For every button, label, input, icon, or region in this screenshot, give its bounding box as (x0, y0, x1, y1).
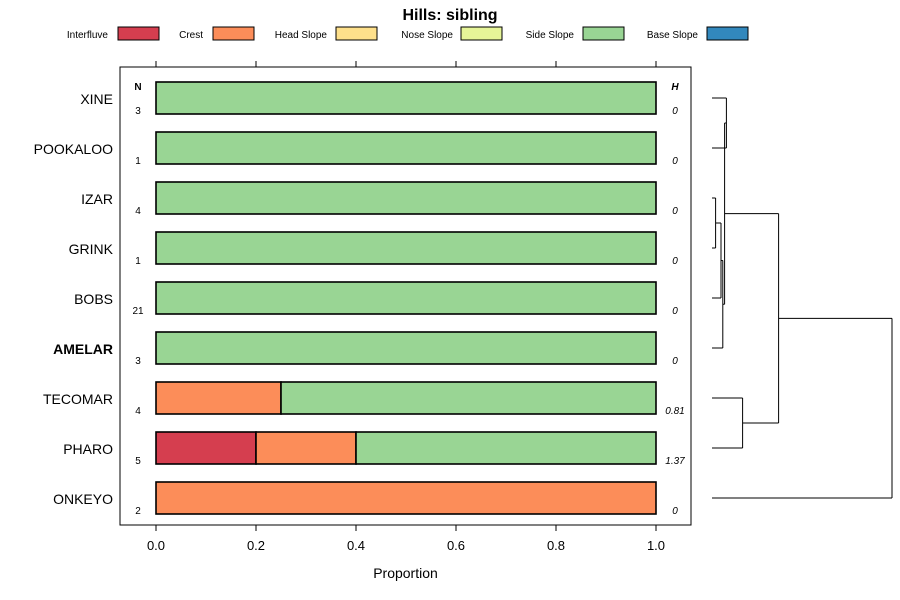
n-column-header: N (134, 82, 141, 93)
x-tick-label-2: 0.4 (347, 538, 365, 553)
row-h-pookaloo: 0 (672, 156, 678, 167)
bar-segment-izar-side-slope (155, 181, 657, 215)
row-label-bobs: BOBS (74, 291, 113, 307)
bar-segment-bobs-side-slope (155, 281, 657, 315)
bar-segment-onkeyo-crest (155, 481, 657, 515)
bar-segment-pharo-side-slope (355, 431, 657, 465)
row-n-pookaloo: 1 (135, 156, 141, 167)
x-tick-label-0: 0.0 (147, 538, 165, 553)
bar-segment-amelar-side-slope (155, 331, 657, 365)
x-tick-label-5: 1.0 (647, 538, 665, 553)
x-tick-label-1: 0.2 (247, 538, 265, 553)
row-h-tecomar: 0.81 (665, 406, 684, 417)
x-axis-title: Proportion (373, 565, 438, 581)
row-label-amelar: AMELAR (53, 341, 113, 357)
row-n-izar: 4 (135, 206, 141, 217)
row-n-onkeyo: 2 (135, 506, 141, 517)
bar-segment-tecomar-side-slope (280, 381, 657, 415)
legend-label-crest: Crest (179, 30, 203, 41)
chart-title: Hills: sibling (402, 7, 497, 24)
row-label-grink: GRINK (69, 241, 114, 257)
bars: XINE 3 0 POOKALOO 1 0 IZAR 4 0 GRINK 1 0 BOBS 21 0 AMEL… (34, 81, 685, 517)
dendrogram (712, 97, 893, 499)
plot-frame (119, 66, 692, 526)
bar-segment-pharo-crest (255, 431, 357, 465)
legend-label-side-slope: Side Slope (526, 30, 575, 41)
row-n-xine: 3 (135, 106, 141, 117)
top-axis (155, 61, 657, 67)
legend-swatch-side-slope (582, 26, 625, 41)
bar-segment-grink-side-slope (155, 231, 657, 265)
legend: Interfluve Crest Head Slope Nose Slope Side … (67, 26, 749, 41)
row-n-amelar: 3 (135, 356, 141, 367)
legend-swatch-nose-slope (460, 26, 503, 41)
legend-swatch-crest (212, 26, 255, 41)
row-h-onkeyo: 0 (672, 506, 678, 517)
row-n-grink: 1 (135, 256, 141, 267)
bar-segment-xine-side-slope (155, 81, 657, 115)
bar-segment-tecomar-crest (155, 381, 282, 415)
legend-swatch-base-slope (706, 26, 749, 41)
row-label-izar: IZAR (81, 191, 113, 207)
row-h-bobs: 0 (672, 306, 678, 317)
row-label-xine: XINE (80, 91, 113, 107)
row-h-amelar: 0 (672, 356, 678, 367)
legend-swatch-interfluve (117, 26, 160, 41)
legend-label-nose-slope: Nose Slope (401, 30, 453, 41)
row-label-tecomar: TECOMAR (43, 391, 113, 407)
x-tick-label-4: 0.8 (547, 538, 565, 553)
row-n-pharo: 5 (135, 456, 141, 467)
h-column-header: H (671, 82, 679, 93)
row-n-tecomar: 4 (135, 406, 141, 417)
row-h-izar: 0 (672, 206, 678, 217)
x-tick-label-3: 0.6 (447, 538, 465, 553)
row-h-grink: 0 (672, 256, 678, 267)
x-axis: 0.0 0.2 0.4 0.6 0.8 1.0 (147, 525, 665, 553)
bar-segment-pharo-interfluve (155, 431, 257, 465)
legend-label-head-slope: Head Slope (275, 30, 328, 41)
legend-swatch-head-slope (335, 26, 378, 41)
row-n-bobs: 21 (132, 306, 144, 317)
row-label-pharo: PHARO (63, 441, 113, 457)
legend-label-base-slope: Base Slope (647, 30, 699, 41)
legend-label-interfluve: Interfluve (67, 30, 109, 41)
row-label-onkeyo: ONKEYO (53, 491, 113, 507)
row-h-xine: 0 (672, 106, 678, 117)
bar-segment-pookaloo-side-slope (155, 131, 657, 165)
row-label-pookaloo: POOKALOO (34, 141, 113, 157)
row-h-pharo: 1.37 (665, 456, 685, 467)
